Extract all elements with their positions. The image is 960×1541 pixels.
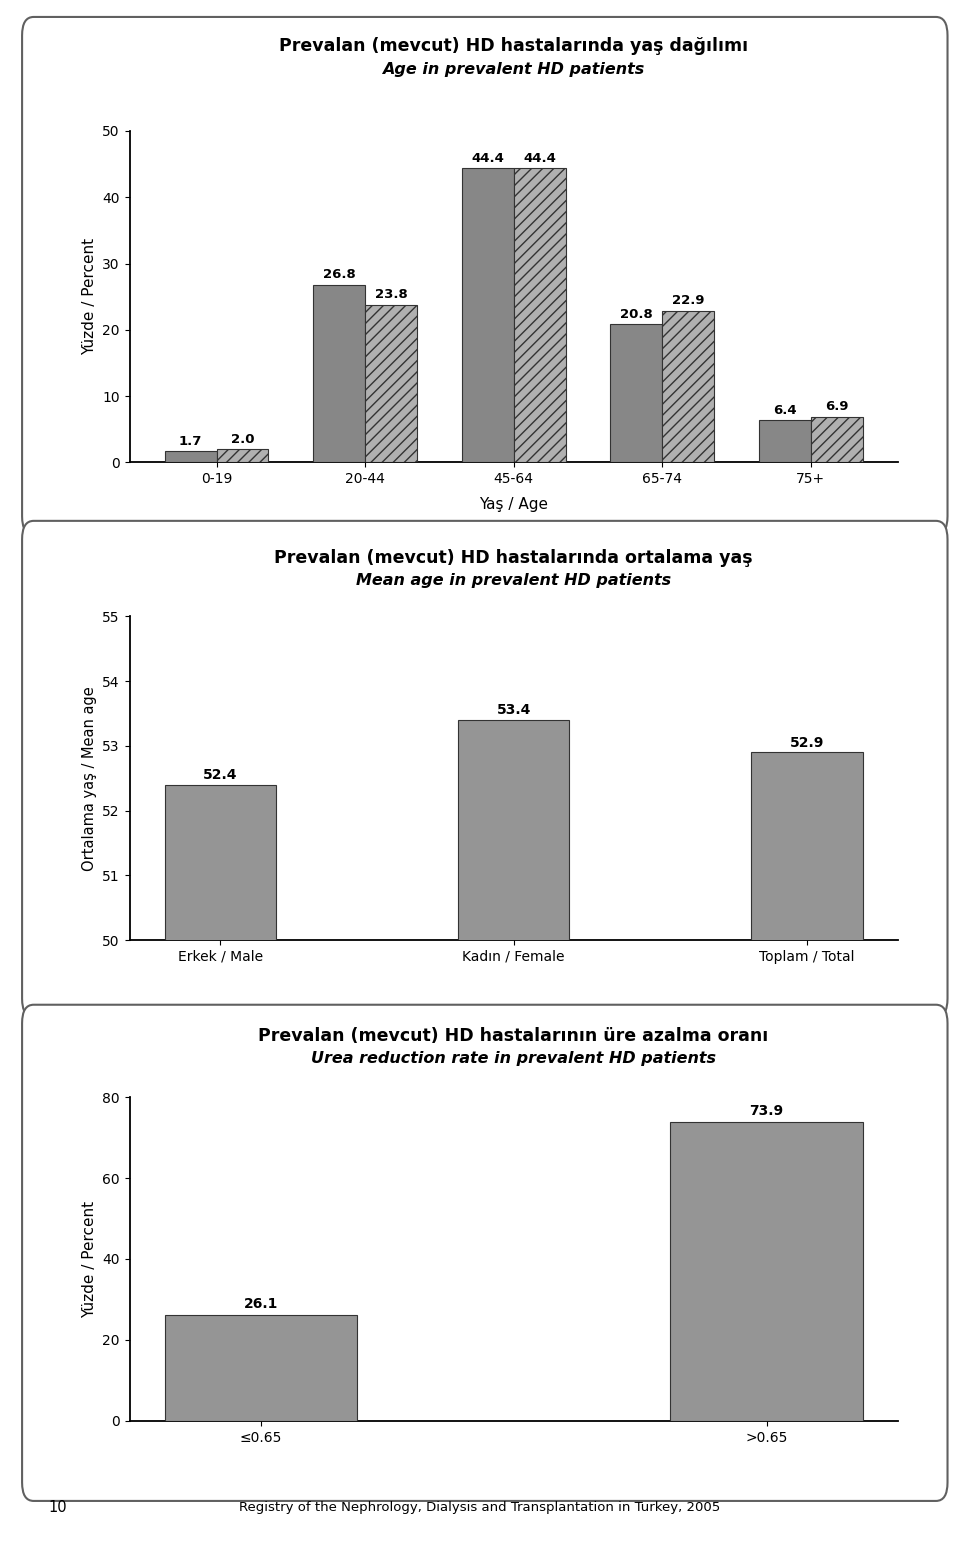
Text: 53.4: 53.4 bbox=[496, 703, 531, 718]
Text: Prevalan (mevcut) HD hastalarında yaş dağılımı: Prevalan (mevcut) HD hastalarında yaş da… bbox=[279, 37, 748, 55]
Bar bbox=[164, 1314, 357, 1421]
Text: 6.4: 6.4 bbox=[773, 404, 797, 416]
Text: Prevalan (mevcut) HD hastalarının üre azalma oranı: Prevalan (mevcut) HD hastalarının üre az… bbox=[258, 1026, 769, 1045]
Text: Registry of the Nephrology, Dialysis and Transplantation in Turkey, 2005: Registry of the Nephrology, Dialysis and… bbox=[239, 1501, 721, 1513]
Text: 44.4: 44.4 bbox=[523, 151, 556, 165]
Bar bbox=[462, 168, 514, 462]
Text: Age in prevalent HD patients: Age in prevalent HD patients bbox=[382, 62, 645, 77]
Bar bbox=[217, 448, 269, 462]
Bar bbox=[514, 168, 565, 462]
Text: Urea reduction rate in prevalent HD patients: Urea reduction rate in prevalent HD pati… bbox=[311, 1051, 716, 1066]
Text: 2.0: 2.0 bbox=[230, 433, 254, 445]
Y-axis label: Yüzde / Percent: Yüzde / Percent bbox=[82, 1200, 97, 1318]
Text: 26.1: 26.1 bbox=[244, 1298, 277, 1311]
Text: 23.8: 23.8 bbox=[374, 288, 407, 302]
Text: Mean age in prevalent HD patients: Mean age in prevalent HD patients bbox=[356, 573, 671, 589]
Text: 52.4: 52.4 bbox=[203, 767, 237, 783]
Y-axis label: Ortalama yaş / Mean age: Ortalama yaş / Mean age bbox=[82, 686, 97, 871]
Text: 10: 10 bbox=[48, 1499, 66, 1515]
Bar bbox=[164, 784, 276, 1541]
Bar bbox=[752, 752, 863, 1541]
Text: 1.7: 1.7 bbox=[179, 435, 203, 448]
Bar bbox=[758, 419, 810, 462]
Text: 26.8: 26.8 bbox=[323, 268, 355, 282]
Bar bbox=[611, 325, 662, 462]
Bar bbox=[810, 416, 863, 462]
Text: 6.9: 6.9 bbox=[825, 401, 849, 413]
Text: 73.9: 73.9 bbox=[750, 1103, 783, 1117]
Bar bbox=[313, 285, 365, 462]
Bar bbox=[164, 452, 217, 462]
Bar bbox=[670, 1122, 863, 1421]
X-axis label: Yaş / Age: Yaş / Age bbox=[479, 498, 548, 512]
Text: 52.9: 52.9 bbox=[790, 735, 824, 750]
Bar bbox=[365, 305, 417, 462]
Bar bbox=[662, 311, 714, 462]
Text: 44.4: 44.4 bbox=[471, 151, 504, 165]
Text: Prevalan (mevcut) HD hastalarında ortalama yaş: Prevalan (mevcut) HD hastalarında ortala… bbox=[275, 549, 753, 567]
Y-axis label: Yüzde / Percent: Yüzde / Percent bbox=[82, 237, 97, 356]
Bar bbox=[458, 720, 569, 1541]
Text: 22.9: 22.9 bbox=[672, 294, 705, 307]
Text: 20.8: 20.8 bbox=[620, 308, 653, 321]
